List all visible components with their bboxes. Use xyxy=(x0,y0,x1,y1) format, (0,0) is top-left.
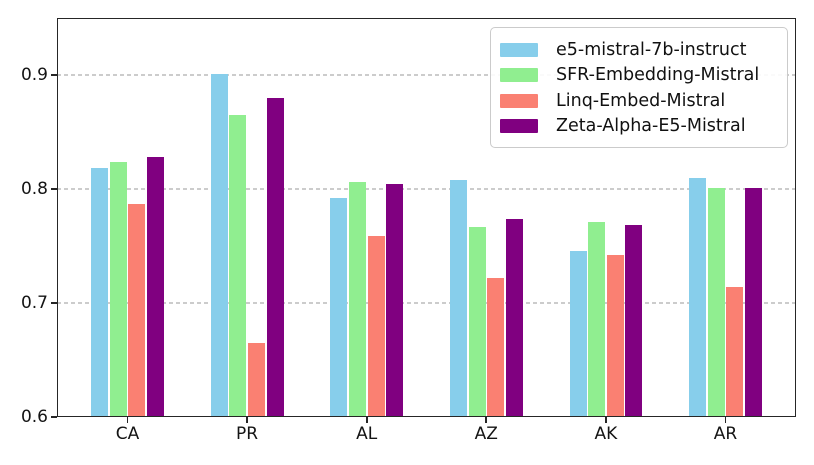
legend-swatch-Linq-Embed-Mistral xyxy=(500,93,538,108)
legend-item-SFR-Embedding-Mistral: SFR-Embedding-Mistral xyxy=(500,63,776,89)
y-tick-mark xyxy=(51,188,57,190)
bar-e5-mistral-7b-instruct-CA xyxy=(91,168,109,417)
x-tick-label-AK: AK xyxy=(594,424,618,444)
bar-Zeta-Alpha-E5-Mistral-AR xyxy=(744,187,762,417)
legend-item-e5-mistral-7b-instruct: e5-mistral-7b-instruct xyxy=(500,37,776,63)
bar-e5-mistral-7b-instruct-AK xyxy=(569,250,587,417)
bar-Zeta-Alpha-E5-Mistral-AZ xyxy=(505,218,523,417)
bar-SFR-Embedding-Mistral-AK xyxy=(588,222,606,417)
bar-Zeta-Alpha-E5-Mistral-PR xyxy=(266,97,284,417)
y-tick-mark xyxy=(51,302,57,304)
bar-SFR-Embedding-Mistral-PR xyxy=(229,114,247,417)
y-tick-label: 0.8 xyxy=(20,179,48,199)
legend-swatch-Zeta-Alpha-E5-Mistral xyxy=(500,119,538,134)
y-tick-label: 0.7 xyxy=(20,293,48,313)
legend: e5-mistral-7b-instruct SFR-Embedding-Mist… xyxy=(490,27,788,148)
bar-e5-mistral-7b-instruct-AZ xyxy=(449,179,467,417)
bar-Linq-Embed-Mistral-AZ xyxy=(487,277,505,417)
y-tick-label: 0.6 xyxy=(20,407,48,427)
legend-item-Linq-Embed-Mistral: Linq-Embed-Mistral xyxy=(500,88,776,114)
x-tick-label-AR: AR xyxy=(713,424,738,444)
x-tick-label-CA: CA xyxy=(115,424,140,444)
legend-item-Zeta-Alpha-E5-Mistral: Zeta-Alpha-E5-Mistral xyxy=(500,114,776,140)
bar-Zeta-Alpha-E5-Mistral-CA xyxy=(146,157,164,417)
bar-Linq-Embed-Mistral-AK xyxy=(606,255,624,417)
x-tick-label-PR: PR xyxy=(236,424,259,444)
bar-Linq-Embed-Mistral-AL xyxy=(367,235,385,417)
bar-Linq-Embed-Mistral-PR xyxy=(247,342,265,417)
x-tick-mark xyxy=(246,417,248,423)
x-tick-label-AZ: AZ xyxy=(474,424,498,444)
bar-SFR-Embedding-Mistral-AL xyxy=(348,182,366,417)
x-tick-mark xyxy=(365,417,368,423)
bar-e5-mistral-7b-instruct-AL xyxy=(330,198,348,417)
bar-e5-mistral-7b-instruct-AR xyxy=(689,177,707,417)
legend-label: SFR-Embedding-Mistral xyxy=(556,65,760,86)
bar-SFR-Embedding-Mistral-CA xyxy=(109,161,127,417)
x-tick-mark xyxy=(485,417,488,423)
x-tick-mark xyxy=(605,417,607,423)
bar-Linq-Embed-Mistral-AR xyxy=(726,287,744,417)
x-tick-label-AL: AL xyxy=(356,424,378,444)
gridline-0.8 xyxy=(57,188,796,190)
y-tick-mark xyxy=(51,74,57,76)
gridline-0.7 xyxy=(57,302,796,304)
y-tick-label: 0.9 xyxy=(20,65,48,85)
gridline-0.9 xyxy=(57,74,796,76)
bar-SFR-Embedding-Mistral-AZ xyxy=(468,226,486,417)
legend-swatch-e5-mistral-7b-instruct xyxy=(500,42,538,57)
bar-Zeta-Alpha-E5-Mistral-AL xyxy=(386,184,404,417)
legend-label: Zeta-Alpha-E5-Mistral xyxy=(556,116,746,137)
bar-SFR-Embedding-Mistral-AR xyxy=(707,187,725,417)
legend-label: e5-mistral-7b-instruct xyxy=(556,39,747,60)
legend-swatch-SFR-Embedding-Mistral xyxy=(500,68,538,83)
bar-e5-mistral-7b-instruct-PR xyxy=(210,73,228,417)
bar-Linq-Embed-Mistral-CA xyxy=(128,203,146,417)
x-tick-mark xyxy=(126,417,129,423)
legend-label: Linq-Embed-Mistral xyxy=(556,90,726,111)
bar-Zeta-Alpha-E5-Mistral-AK xyxy=(625,225,643,417)
x-tick-mark xyxy=(724,417,727,423)
y-tick-mark xyxy=(51,416,57,418)
